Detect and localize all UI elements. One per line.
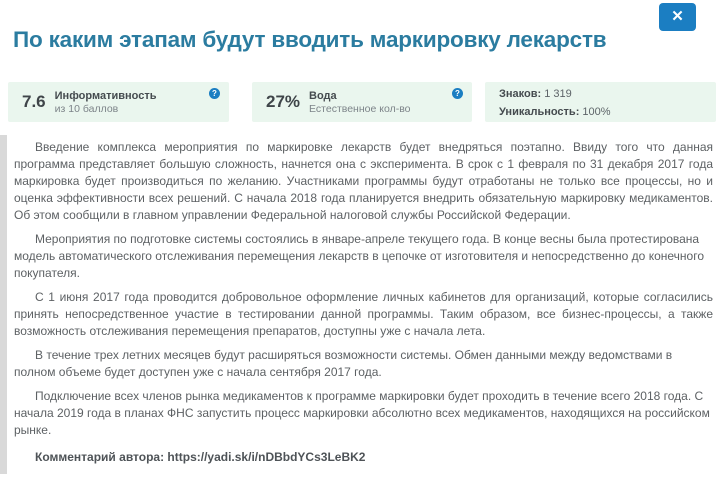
help-icon[interactable]: ?	[209, 88, 220, 99]
paragraph: Введение комплекса мероприятия по маркир…	[14, 140, 713, 222]
metric-sublabel: Естественное кол-во	[309, 102, 411, 115]
metric-texts: Вода Естественное кол-во	[309, 89, 410, 116]
paragraph: Подключение всех членов рынка медикамент…	[14, 389, 710, 437]
chars-count-line: Знаков: 1 319	[499, 88, 572, 100]
informativeness-score: 7.6	[22, 92, 46, 111]
article-body: Введение комплекса мероприятия по маркир…	[14, 139, 713, 473]
metric-label: Вода	[309, 89, 337, 102]
help-icon[interactable]: ?	[452, 88, 463, 99]
close-icon: ✕	[671, 8, 684, 25]
metric-sublabel: из 10 баллов	[54, 102, 119, 115]
metric-card-informativeness: 7.6 Информативность из 10 баллов ?	[8, 82, 229, 122]
chars-count-value: 1 319	[544, 88, 572, 100]
author-comment-label: Комментарий автора:	[35, 450, 168, 464]
stats-lines: Знаков: 1 319 Уникальность: 100%	[499, 84, 611, 120]
metric-card-stats: Знаков: 1 319 Уникальность: 100%	[485, 82, 716, 122]
uniqueness-line: Уникальность: 100%	[499, 106, 611, 118]
chars-count-label: Знаков:	[499, 88, 542, 100]
left-scroll-strip	[0, 135, 7, 474]
paragraph: В течение трех летних месяцев будут расш…	[14, 348, 673, 379]
page-title: По каким этапам будут вводить маркировку…	[13, 27, 607, 52]
metric-card-water: 27% Вода Естественное кол-во ?	[252, 82, 472, 122]
close-button[interactable]: ✕	[659, 3, 696, 31]
water-percentage: 27%	[266, 92, 301, 111]
paragraph: С 1 июня 2017 года проводится добровольн…	[14, 290, 713, 338]
author-comment-url[interactable]: https://yadi.sk/i/nDBbdYCs3LeBK2	[167, 450, 366, 464]
author-comment: Комментарий автора: https://yadi.sk/i/nD…	[14, 449, 713, 466]
paragraph: Мероприятия по подготовке системы состоя…	[14, 232, 704, 280]
metric-label: Информативность	[54, 89, 157, 102]
uniqueness-value: 100%	[582, 106, 611, 118]
uniqueness-label: Уникальность:	[499, 106, 580, 118]
metric-texts: Информативность из 10 баллов	[55, 89, 157, 116]
